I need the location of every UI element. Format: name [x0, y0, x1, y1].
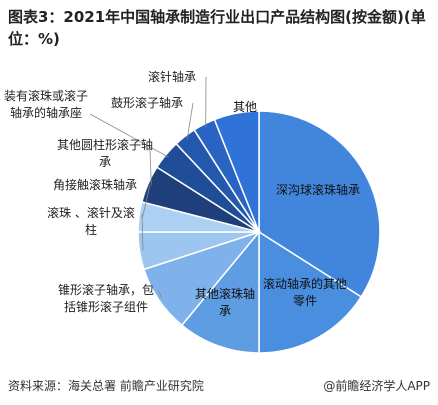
- leader-line: [186, 102, 194, 140]
- watermark: @前瞻经济学人APP: [323, 379, 430, 393]
- slice-label: 其他: [232, 100, 257, 114]
- slice-label: 其他圆柱形滚子轴承: [56, 138, 153, 169]
- pie-slice: [213, 110, 260, 233]
- leader-line: [141, 213, 144, 251]
- slice-label: 鼓形滚子轴承: [110, 96, 183, 110]
- pie-slice: [258, 230, 363, 354]
- slice-label: 其他滚珠轴承: [194, 287, 255, 318]
- slice-label: 装有滚珠或滚子轴承的轴承座: [3, 89, 88, 120]
- leader-line: [149, 149, 152, 186]
- leader-line: [157, 289, 163, 299]
- slice-label: 滚动轴承的其他零件: [263, 277, 348, 308]
- slice-label: 滚针轴承: [147, 70, 196, 84]
- slice-label: 滚珠 、滚针及滚柱: [47, 206, 135, 237]
- slice-label: 深沟球滚珠轴承: [275, 183, 360, 197]
- chart-title: 图表3：2021年中国轴承制造行业出口产品结构图(按金额)(单位：%): [8, 8, 426, 48]
- slice-label: 角接触滚珠轴承: [52, 178, 137, 192]
- leader-line: [142, 184, 151, 218]
- leader-line: [89, 113, 169, 158]
- pie-slice: [180, 229, 260, 354]
- slice-label: 锥形滚子轴承，包括锥形滚子组件: [57, 283, 154, 314]
- source-note: 资料来源：海关总署 前瞻产业研究院: [8, 379, 204, 393]
